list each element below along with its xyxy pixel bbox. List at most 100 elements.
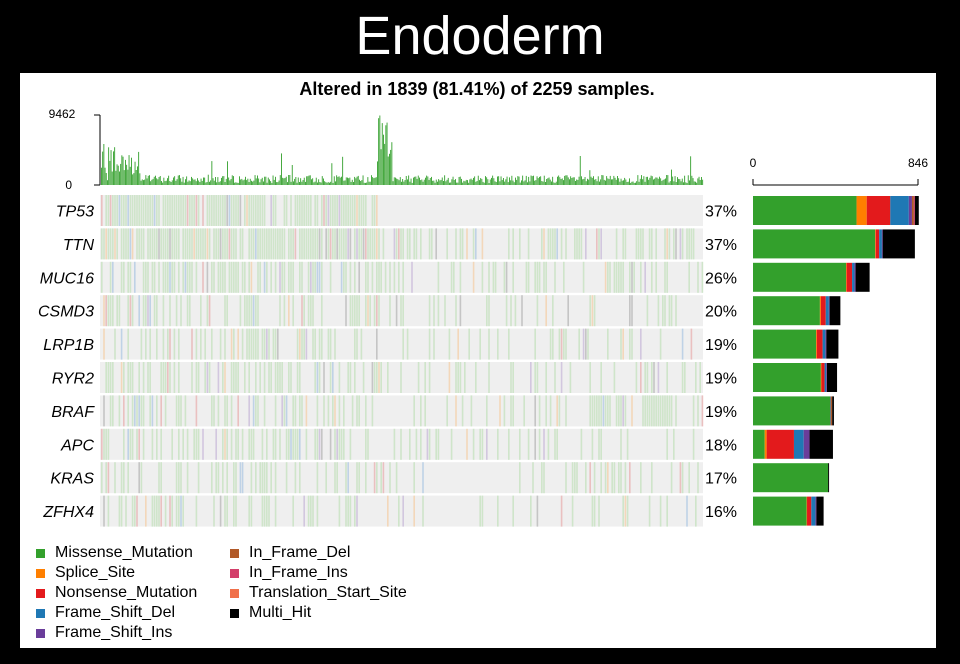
mutation-cell: [239, 462, 242, 494]
tmb-bar: [404, 180, 406, 185]
legend-label: Translation_Start_Site: [249, 584, 407, 601]
mutation-cell: [274, 495, 277, 527]
mutation-cell: [274, 328, 277, 360]
tmb-bar: [338, 176, 340, 185]
mutation-cell: [382, 462, 385, 494]
count-bar-missense-mutation: [753, 463, 829, 493]
mutation-cell: [197, 428, 200, 460]
tmb-bar: [117, 165, 119, 185]
mutation-cell: [142, 261, 145, 293]
mutation-cell: [217, 261, 220, 293]
mutation-cell: [343, 228, 345, 260]
mutation-cell: [158, 462, 160, 494]
tmb-bar: [236, 182, 238, 185]
tmb-bar: [397, 179, 399, 185]
tmb-bar: [307, 176, 309, 185]
tmb-bar: [247, 178, 249, 185]
mutation-cell: [684, 362, 686, 393]
mutation-cell: [299, 261, 301, 293]
mutation-cell: [604, 462, 607, 494]
tmb-bar: [132, 174, 134, 185]
mutation-cell: [233, 195, 235, 226]
tmb-bar: [191, 176, 192, 185]
mutation-cell: [321, 261, 323, 293]
mutation-cell: [334, 428, 336, 460]
tmb-bar: [321, 176, 323, 185]
mutation-cell: [222, 195, 224, 226]
mutation-cell: [103, 328, 105, 360]
mutation-cell: [373, 462, 376, 494]
gene-row-tp53: TP53 37%: [56, 195, 919, 226]
tmb-bar: [600, 179, 602, 185]
mutation-cell: [105, 428, 107, 460]
tmb-bar: [656, 177, 658, 185]
tmb-bar: [452, 176, 454, 185]
mutation-cell: [224, 195, 226, 226]
mutation-cell: [191, 328, 193, 360]
count-bar-frame-shift-del: [824, 363, 827, 392]
mutation-cell: [230, 228, 233, 260]
mutation-cell: [248, 395, 250, 427]
mutation-cell: [340, 228, 343, 260]
tmb-bar: [361, 180, 363, 185]
mutation-cell: [180, 295, 182, 327]
tmb-bar: [373, 178, 375, 185]
mutation-cell: [338, 428, 341, 460]
mutation-cell: [142, 195, 145, 226]
tmb-bar: [662, 179, 664, 185]
mutation-cell: [171, 228, 173, 260]
tmb-bar: [330, 181, 332, 185]
mutation-cell: [226, 228, 228, 260]
mutation-cell: [607, 261, 609, 293]
mutation-cell: [488, 261, 490, 293]
tmb-bar: [612, 179, 614, 185]
tmb-bar: [447, 177, 449, 185]
mutation-cell: [607, 328, 609, 360]
mutation-cell: [263, 195, 266, 226]
mutation-cell: [523, 395, 525, 427]
count-bar-nonsense-mutation: [821, 363, 825, 392]
tmb-bar: [171, 180, 173, 185]
tmb-bar: [123, 170, 125, 185]
mutation-cell: [642, 228, 644, 260]
mutation-cell: [607, 462, 609, 494]
mutation-cell: [358, 228, 360, 260]
tmb-bar: [432, 180, 434, 185]
mutation-cell: [261, 495, 264, 527]
tmb-bar: [651, 176, 653, 185]
tmb-bar: [371, 175, 372, 185]
mutation-cell: [637, 228, 640, 260]
mutation-cell: [692, 428, 695, 460]
tmb-bar: [641, 175, 642, 185]
mutation-cell: [541, 228, 543, 260]
tmb-bar: [248, 182, 250, 185]
mutation-cell: [343, 195, 345, 226]
mutation-cell: [222, 228, 224, 260]
tmb-bar: [210, 180, 212, 185]
mutation-cell: [266, 328, 268, 360]
mutation-cell: [358, 261, 360, 293]
mutation-cell: [204, 228, 206, 260]
mutation-cell: [255, 295, 257, 327]
mutation-cell: [629, 295, 631, 327]
mutation-cell: [380, 261, 382, 293]
mutation-cell: [103, 295, 105, 327]
mutation-cell: [208, 228, 211, 260]
mutation-cell: [206, 228, 209, 260]
mutation-cell: [250, 228, 253, 260]
mutation-cell: [127, 395, 129, 427]
mutation-cell: [527, 228, 530, 260]
mutation-cell: [613, 462, 616, 494]
oncoplot-panel: Altered in 1839 (81.41%) of 2259 samples…: [20, 73, 936, 648]
mutation-cell: [169, 228, 171, 260]
tmb-bar: [145, 175, 147, 185]
mutation-cell: [327, 328, 330, 360]
mutation-cell: [151, 495, 154, 527]
mutation-cell: [193, 195, 195, 226]
mutation-cell: [235, 462, 237, 494]
mutation-cell: [103, 395, 105, 427]
mutation-cell: [149, 395, 151, 427]
mutation-cell: [224, 295, 226, 327]
tmb-bar: [332, 182, 334, 185]
tmb-bar: [277, 182, 279, 185]
